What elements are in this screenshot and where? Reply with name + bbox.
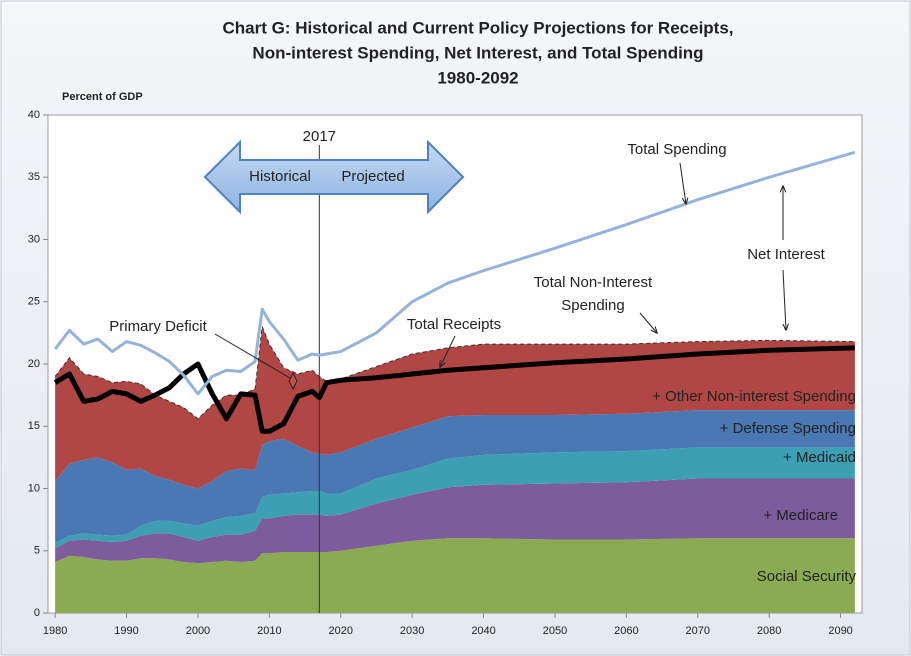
primary-deficit-label: Primary Deficit [109, 318, 207, 335]
annotation-arrow [440, 335, 456, 367]
area [55, 447, 855, 549]
y-tick-label: 0 [34, 607, 40, 619]
net-interest-label: Net Interest [747, 246, 825, 263]
x-tick-label: 2040 [471, 625, 495, 637]
x-tick-label: 2020 [329, 625, 353, 637]
y-tick-label: 15 [28, 420, 40, 432]
area-label: + Medicaid [783, 449, 856, 466]
area [55, 410, 855, 544]
x-tick-label: 2070 [686, 625, 710, 637]
x-tick-label: 2050 [543, 625, 567, 637]
area [55, 538, 855, 613]
area [55, 326, 855, 489]
annotation-arrow [783, 269, 786, 330]
overlay: Historical Projected Total Spending Net … [109, 139, 857, 585]
period-arrow [203, 139, 465, 215]
non-interest-outline [54, 326, 855, 420]
y-tick-label: 20 [28, 358, 40, 370]
total-spending-label: Total Spending [627, 141, 726, 158]
total-receipts-label: Total Receipts [407, 316, 501, 333]
line [53, 150, 856, 396]
x-tick-label: 1980 [43, 625, 67, 637]
area-label: + Medicare [763, 507, 838, 524]
x-tick-label: 2000 [186, 625, 210, 637]
y-tick-label: 25 [28, 296, 40, 308]
annotation-arrow [639, 312, 657, 333]
y-tick-label: 5 [34, 545, 40, 557]
y-tick-label: 10 [28, 482, 40, 494]
x-tick-label: 2030 [400, 625, 424, 637]
projected-label: Projected [341, 168, 404, 185]
area-label: + Other Non-interest Spending [652, 388, 856, 405]
area-label: + Defense Spending [720, 420, 856, 437]
non-interest-label: Total Non-Interest [534, 274, 653, 291]
area [55, 478, 855, 564]
historical-label: Historical [249, 168, 311, 185]
y-tick-label: 35 [28, 171, 40, 183]
chart-title: Chart G: Historical and Current Policy P… [222, 18, 733, 37]
plot: 0 5 10 15 20 25 30 35 40 1980 1990 2000 2010 2020 2030… [28, 109, 856, 637]
projection-label: 2017 [303, 128, 336, 145]
chart-title: 1980-2092 [437, 68, 518, 87]
x-tick-label: 2060 [614, 625, 638, 637]
x-tick-label: 2090 [828, 625, 852, 637]
area-label: Social Security [757, 568, 857, 585]
x-tick-label: 1990 [114, 625, 138, 637]
chart-title: Non-interest Spending, Net Interest, and… [252, 43, 703, 62]
x-tick-label: 2080 [757, 625, 781, 637]
line [53, 345, 855, 434]
y-tick-label: 40 [28, 109, 40, 121]
annotation-diamond [288, 371, 298, 391]
y-axis-label: Percent of GDP [62, 91, 143, 103]
y-tick-label: 30 [28, 233, 40, 245]
annotation-arrow [679, 162, 686, 204]
non-interest-label: Spending [561, 297, 624, 314]
annotation-line [214, 333, 291, 379]
x-tick-label: 2010 [257, 625, 281, 637]
